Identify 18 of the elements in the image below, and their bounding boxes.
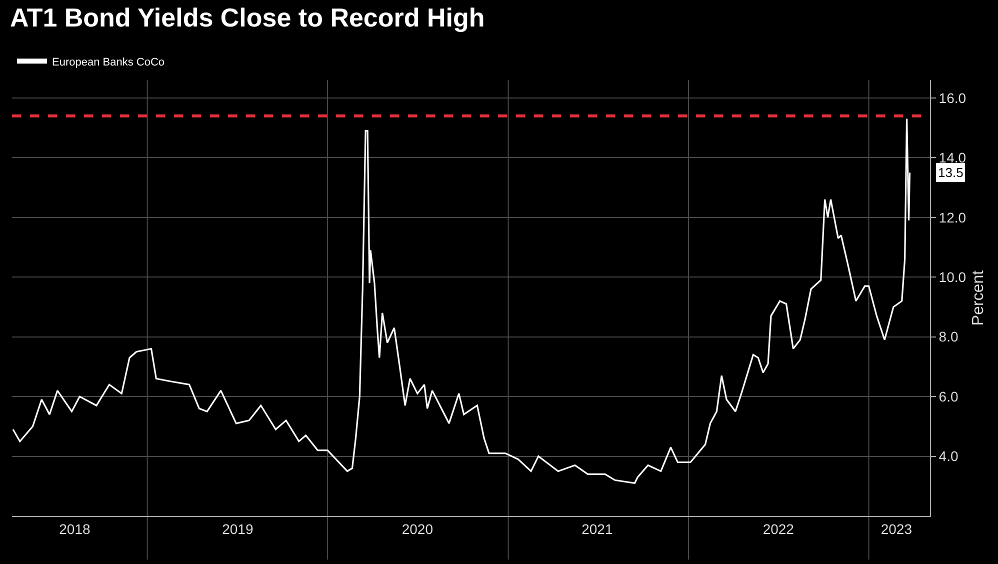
y-tick-label: 8.0 <box>938 328 958 345</box>
line-series <box>12 118 911 484</box>
y-tick-label: 4.0 <box>938 448 958 464</box>
y-tick-label: 10.0 <box>938 269 966 285</box>
x-tick-label: 2019 <box>222 520 254 537</box>
x-tick-label: 2020 <box>402 520 434 537</box>
x-tick-label: 2022 <box>762 520 794 537</box>
y-tick-label: 6.0 <box>938 388 958 404</box>
y-tick-label: 12.0 <box>938 209 966 226</box>
x-tick-label: 2018 <box>59 520 90 537</box>
legend-label: European Banks CoCo <box>52 56 165 68</box>
x-tick-label: 2021 <box>582 520 613 537</box>
annotation: 13.5 <box>938 165 964 180</box>
x-tick-label: 2023 <box>880 520 912 537</box>
y-tick-label: 14.0 <box>938 150 966 166</box>
chart-title: AT1 Bond Yields Close to Record High <box>10 2 485 33</box>
y-tick-label: 16.0 <box>938 90 966 106</box>
y-axis-title: Percent <box>970 270 987 326</box>
